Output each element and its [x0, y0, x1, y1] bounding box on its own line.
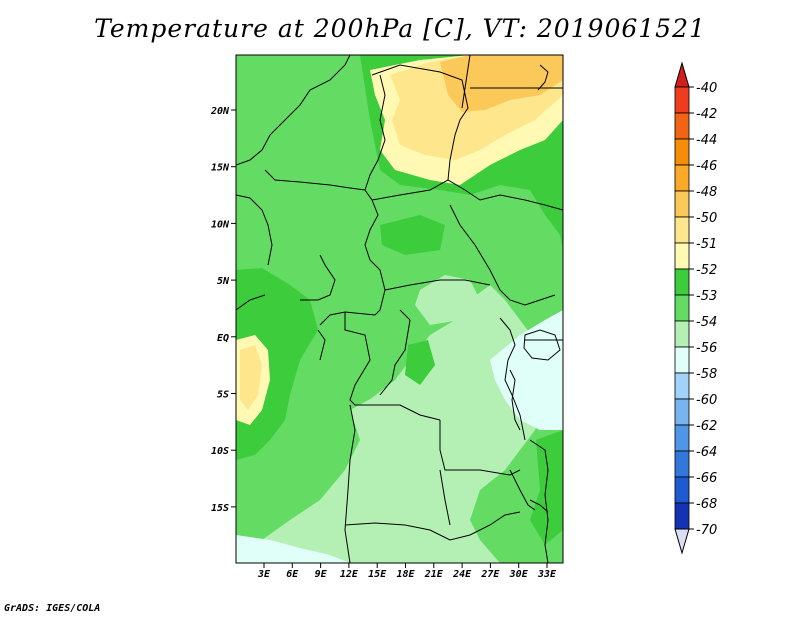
lat-label: EQ	[217, 333, 229, 344]
field-band-minus50-west	[240, 345, 262, 410]
border-11	[384, 279, 491, 291]
lake-tanganyika	[509, 369, 521, 431]
lat-label: 5S	[217, 390, 229, 401]
border-23	[300, 254, 336, 301]
lon-label: 21E	[424, 569, 444, 580]
colorbar-swatch	[674, 372, 690, 400]
lat-label: 10S	[211, 446, 229, 457]
colorbar-swatch	[674, 346, 690, 374]
lon-label: 33E	[537, 569, 557, 580]
colorbar-label: -40	[696, 81, 717, 96]
field-band-minus54-b	[415, 275, 480, 325]
colorbar-swatch	[674, 476, 690, 504]
border-9	[449, 204, 556, 306]
colorbar-label: -62	[696, 419, 717, 434]
colorbar-label: -51	[696, 237, 717, 252]
field-band-minus48	[440, 55, 563, 112]
field-band-minus56-south	[236, 535, 350, 563]
border-18	[499, 317, 526, 441]
border-2	[371, 64, 469, 181]
grads-credit: GrADS: IGES/COLA	[4, 603, 101, 614]
colorbar-swatch	[674, 112, 690, 140]
lon-label: 6E	[286, 569, 299, 580]
latitude-axis: 20N 15N 10N 5N EQ 5S 10S 15S	[210, 106, 236, 514]
lake-malawi	[529, 499, 549, 513]
lon-label: 24E	[452, 569, 472, 580]
lat-label: 5N	[217, 276, 230, 287]
colorbar-bottom-arrow	[674, 528, 690, 555]
colorbar: -40 -42 -44 -46 -48 -50 -51 -52 -53 -54 -56 -58 -60 -…	[674, 61, 717, 555]
colorbar-swatch	[674, 424, 690, 452]
colorbar-label: -68	[696, 497, 717, 512]
temperature-field	[236, 55, 563, 563]
lon-label: 9E	[315, 569, 328, 580]
colorbar-label: -44	[696, 133, 717, 148]
field-band-minus52-east	[530, 430, 563, 545]
colorbar-swatch	[674, 450, 690, 478]
colorbar-swatch	[674, 320, 690, 348]
border-13	[379, 309, 411, 396]
colorbar-swatch	[674, 190, 690, 218]
border-10	[319, 259, 386, 326]
lon-label: 12E	[340, 569, 359, 580]
colorbar-swatch	[674, 138, 690, 166]
map-frame	[235, 54, 564, 564]
colorbar-label: -52	[696, 263, 717, 278]
lake-victoria	[523, 329, 561, 361]
border-3	[461, 55, 471, 109]
lon-label: 15E	[368, 569, 387, 580]
lon-label: 27E	[480, 569, 500, 580]
lat-label: 15N	[211, 163, 230, 174]
lakes	[509, 64, 561, 513]
colorbar-swatch	[674, 86, 690, 114]
colorbar-label: -56	[696, 341, 717, 356]
longitude-axis: 3E 6E 9E 12E 15E 18E 21E 24E 27E 30E 33E	[257, 563, 557, 580]
colorbar-label: -46	[696, 159, 717, 174]
border-21	[509, 469, 536, 511]
colorbar-label: -66	[696, 471, 717, 486]
border-14	[344, 404, 356, 563]
country-borders	[236, 55, 563, 563]
colorbar-top-arrow	[674, 61, 690, 88]
colorbar-label: -53	[696, 289, 717, 304]
border-24	[317, 329, 326, 361]
colorbar-swatch	[674, 216, 690, 244]
colorbar-swatch	[674, 268, 690, 296]
colorbar-label: -48	[696, 185, 717, 200]
border-12	[344, 312, 441, 421]
colorbar-label: -58	[696, 367, 717, 382]
colorbar-swatch	[674, 398, 690, 426]
lat-label: 10N	[211, 219, 230, 230]
border-20	[529, 439, 549, 563]
border-7	[236, 194, 273, 266]
colorbar-label: -64	[696, 445, 717, 460]
border-17	[439, 469, 451, 526]
field-band-minus52-center	[380, 215, 445, 255]
border-8	[371, 179, 563, 211]
field-band-minus52-patch	[405, 340, 435, 385]
colorbar-label: -60	[696, 393, 717, 408]
field-band-minus54	[236, 285, 545, 563]
border-5	[364, 74, 386, 261]
lat-label: 20N	[210, 106, 230, 117]
colorbar-label: -70	[696, 523, 717, 538]
lon-label: 30E	[509, 569, 529, 580]
colorbar-swatch	[674, 294, 690, 322]
colorbar-swatch	[674, 242, 690, 270]
colorbar-label: -42	[696, 107, 717, 122]
border-6	[264, 169, 366, 191]
border-16	[344, 511, 521, 541]
lat-label: 15S	[211, 503, 229, 514]
lon-label: 18E	[396, 569, 415, 580]
colorbar-label: -54	[696, 315, 717, 330]
border-22	[236, 294, 266, 311]
colorbar-swatch	[674, 502, 690, 530]
red-sea-coast	[537, 64, 549, 91]
border-1	[236, 55, 351, 166]
map-title: Temperature at 200hPa [C], VT: 201906152…	[94, 14, 706, 43]
lon-label: 3E	[257, 569, 271, 580]
colorbar-label: -50	[696, 211, 717, 226]
colorbar-swatch	[674, 164, 690, 192]
